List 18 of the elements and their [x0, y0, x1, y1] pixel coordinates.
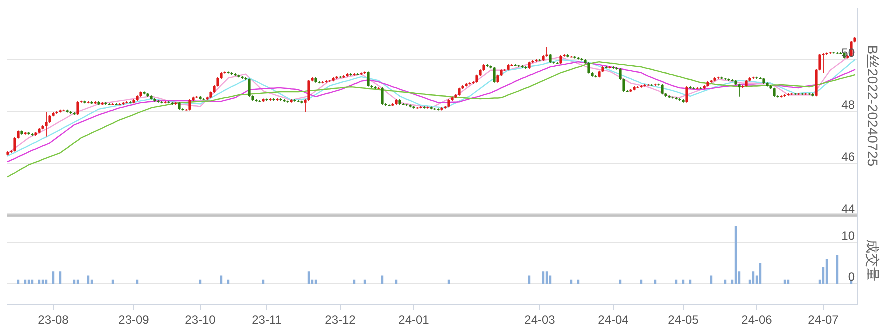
y-tick-label: 10 — [842, 228, 856, 243]
x-tick-label: 23-09 — [118, 313, 150, 327]
y-tick-label: 0 — [848, 270, 856, 284]
x-tick-label: 23-12 — [325, 313, 356, 327]
y-tick-label: 48 — [842, 98, 856, 112]
y-tick-label: 46 — [842, 150, 856, 164]
y-tick-label: 44 — [842, 202, 856, 216]
x-tick-label: 23-08 — [38, 313, 70, 327]
x-tick-label: 24-04 — [598, 313, 630, 327]
y-axis-title: B丝2022-20240725 — [865, 45, 881, 167]
x-tick-label: 24-01 — [398, 313, 430, 327]
x-tick-label: 24-05 — [668, 313, 700, 327]
y-axis-title: 成交量 — [865, 239, 881, 282]
x-tick-label: 23-11 — [252, 313, 282, 327]
x-tick-label: 23-10 — [185, 313, 216, 327]
x-tick-label: 24-03 — [524, 313, 556, 327]
x-tick-label: 24-07 — [808, 313, 840, 327]
x-tick-label: 24-06 — [742, 313, 773, 327]
